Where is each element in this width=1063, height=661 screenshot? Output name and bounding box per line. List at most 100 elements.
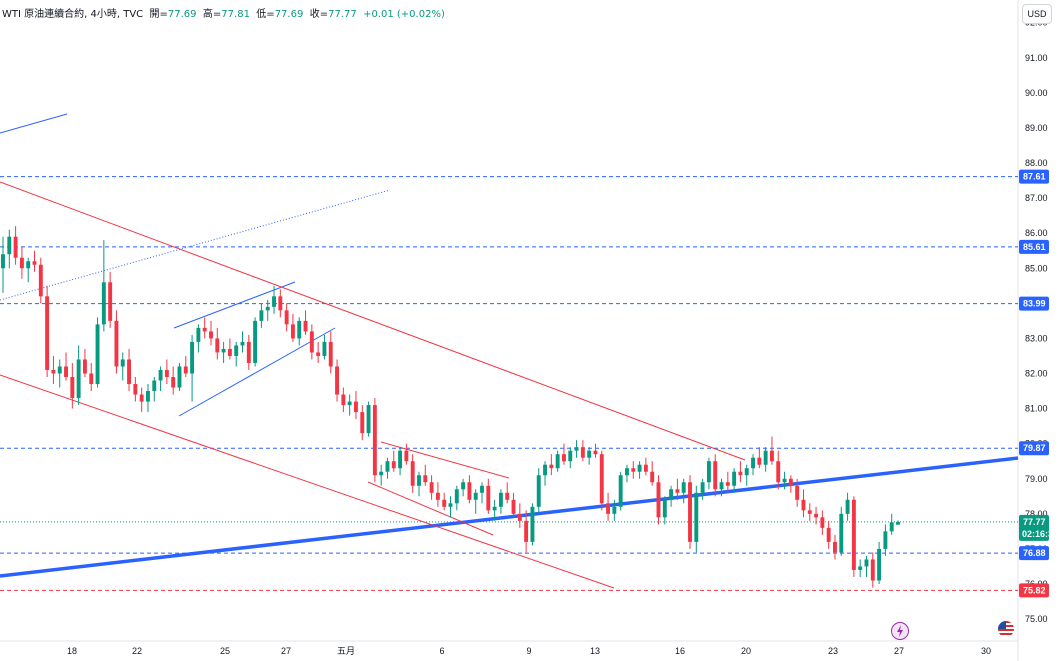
candle-body [1, 254, 5, 269]
candle-body [530, 506, 535, 542]
last-price-label: 77.77 [1023, 517, 1046, 527]
x-tick-label: 五月 [337, 646, 355, 656]
flag-lower-line [367, 481, 494, 536]
y-tick-label: 78.00 [1025, 509, 1048, 519]
candle-body [896, 521, 900, 525]
candle-body [662, 499, 667, 518]
candle-body [555, 454, 560, 469]
candle-body [625, 468, 629, 476]
candle-body [303, 320, 308, 332]
candle-body [480, 485, 484, 493]
candle-body [851, 499, 856, 570]
candle-body [820, 517, 825, 528]
candle-body [492, 506, 497, 511]
candle-body [517, 513, 522, 521]
candle-body [839, 513, 844, 553]
candle-body [795, 485, 800, 500]
candle-body [889, 522, 894, 532]
legend-symbol[interactable]: WTI 原油連續合約 [2, 9, 85, 20]
price-tag-label: 85.61 [1023, 242, 1046, 252]
candle-body [845, 499, 850, 514]
candle-body [473, 492, 478, 500]
y-tick-label: 85.00 [1025, 263, 1048, 273]
candle-body [763, 450, 768, 465]
candle-body [120, 359, 125, 367]
candle-body [744, 468, 749, 476]
candle-body [442, 499, 447, 507]
candle-body [461, 482, 466, 490]
candle-body [26, 261, 31, 269]
wedge-lower-line [178, 327, 336, 417]
candle-body [322, 341, 327, 356]
candle-body [574, 447, 579, 451]
candle-body [51, 369, 56, 374]
x-tick-label: 18 [67, 646, 77, 656]
y-tick-label: 90.00 [1025, 88, 1048, 98]
candle-body [404, 450, 409, 462]
candle-body [826, 527, 831, 542]
x-tick-label: 25 [220, 646, 230, 656]
candle-body [297, 320, 302, 339]
candle-body [814, 513, 819, 518]
candle-body [543, 464, 547, 476]
candle-body [284, 310, 289, 325]
candle-body [700, 482, 705, 493]
candle-body [139, 394, 144, 402]
price-tag-label: 75.82 [1023, 585, 1046, 595]
candle-body [354, 401, 358, 413]
candle-body [511, 499, 516, 514]
price-tag-label: 83.99 [1023, 299, 1046, 309]
candle-body [486, 485, 491, 511]
y-tick-label: 81.00 [1025, 404, 1048, 414]
candle-body [202, 327, 207, 332]
y-tick-label: 91.00 [1025, 53, 1048, 63]
candle-body [272, 296, 276, 307]
legend-close-label: 收 [309, 9, 320, 20]
price-tag [1019, 239, 1049, 254]
price-tag [1019, 169, 1049, 184]
candle-body [101, 282, 106, 325]
candle-body [133, 384, 138, 395]
price-tag [1019, 583, 1049, 598]
candle-body [38, 264, 43, 297]
flag-upper-line [380, 441, 510, 479]
main-support-trendline [0, 456, 1019, 578]
candle-body [152, 380, 157, 392]
candle-body [76, 359, 81, 399]
candle-body [738, 471, 743, 476]
x-tick-label: 16 [675, 646, 685, 656]
us-flag-icon[interactable] [998, 621, 1014, 637]
lightning-icon[interactable] [891, 622, 909, 640]
candle-body [246, 341, 251, 363]
legend-low: 77.69 [274, 9, 304, 20]
candle-body [681, 482, 686, 493]
candle-body [524, 520, 529, 542]
price-tag-label: 76.88 [1023, 548, 1046, 558]
candle-body [177, 366, 182, 388]
candle-body [498, 492, 503, 507]
symbol-legend: WTI 原油連續合約, 4小時, TVC 開=77.69 高=77.81 低=7… [2, 9, 445, 20]
candle-body [782, 478, 787, 483]
legend-open-label: 開 [149, 9, 160, 20]
legend-low-label: 低 [256, 9, 267, 20]
candle-body [398, 450, 403, 469]
y-tick-label: 89.00 [1025, 123, 1048, 133]
currency-button[interactable]: USD [1022, 4, 1052, 24]
dotted-trendline [0, 189, 391, 301]
price-tag [1019, 441, 1049, 456]
candle-body [732, 471, 737, 486]
candle-body [108, 282, 113, 321]
candle-body [309, 331, 314, 353]
price-tag-label: 87.61 [1023, 172, 1046, 182]
candle-body [13, 236, 18, 258]
y-tick-label: 86.00 [1025, 228, 1048, 238]
x-tick-label: 23 [828, 646, 838, 656]
y-tick-label: 88.00 [1025, 158, 1048, 168]
candle-body [410, 461, 415, 486]
legend-open: 77.69 [167, 9, 197, 20]
candle-body [599, 454, 604, 504]
candle-body [227, 348, 232, 356]
x-tick-label: 13 [590, 646, 600, 656]
